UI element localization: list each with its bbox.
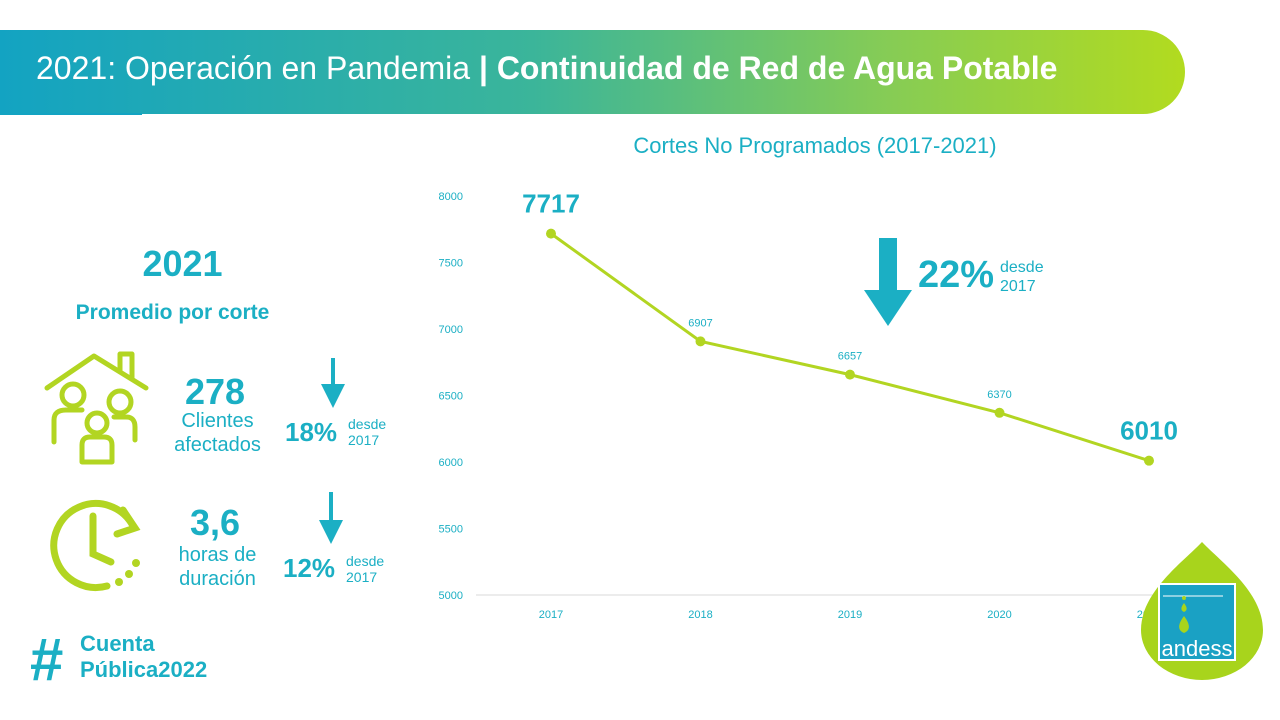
data-point [994, 407, 1005, 418]
clients-since: desde 2017 [348, 416, 386, 448]
family-house-icon [44, 351, 149, 465]
callout-since: desde 2017 [1000, 258, 1044, 296]
data-point [1144, 455, 1154, 466]
chart-title: Cortes No Programados (2017-2021) [633, 133, 997, 158]
clients-since-line1: desde [348, 416, 387, 432]
title-separator: | [478, 50, 488, 86]
clients-since-line2: 2017 [348, 432, 380, 448]
duration-value: 3,6 [189, 502, 241, 543]
page-title: 2021: Operación en Pandemia | Continuida… [36, 50, 1057, 87]
summary-subtitle: Promedio por corte [75, 301, 270, 324]
data-labels: 7717 6907 6657 6370 6010 [522, 189, 1178, 446]
y-tick-label: 6500 [439, 391, 463, 403]
callout-since-line1: desde [1000, 259, 1044, 276]
y-tick-label: 6000 [439, 457, 463, 469]
duration-since: desde 2017 [346, 553, 384, 585]
duration-since-line1: desde [346, 553, 385, 569]
clients-pct: 18% [285, 417, 338, 447]
duration-label-line1: horas de [178, 544, 257, 566]
logo-text: andess [1162, 636, 1233, 661]
clients-label-line2: afectados [174, 434, 261, 456]
title-bold: Continuidad de Red de Agua Potable [496, 50, 1058, 86]
duration-label-line2: duración [179, 568, 256, 590]
y-tick-label: 8000 [439, 191, 463, 203]
clients-down-arrow-icon [321, 358, 345, 408]
big-down-arrow-icon [864, 238, 912, 326]
x-tick-label: 2018 [688, 609, 712, 621]
duration-label: horas de duración [155, 543, 280, 591]
hashtag-text: Cuenta Pública2022 [80, 631, 207, 683]
callout-pct: 22% [918, 254, 995, 296]
y-tick-label: 7000 [439, 324, 463, 336]
data-label: 6010 [1120, 416, 1178, 446]
clients-label-line1: Clientes [181, 410, 254, 432]
y-tick-label: 5500 [439, 524, 463, 536]
hashtag-line1: Cuenta [80, 631, 155, 656]
x-tick-label: 2019 [838, 609, 862, 621]
data-point [546, 228, 556, 239]
y-tick-label: 5000 [439, 590, 463, 602]
data-point [695, 336, 706, 347]
hashtag-symbol: # [30, 626, 64, 693]
summary-year: 2021 [142, 243, 223, 284]
duration-down-arrow-icon [319, 492, 343, 544]
x-tick-label: 2017 [539, 609, 563, 621]
header-underline [0, 113, 142, 115]
y-tick-label: 7500 [439, 258, 463, 270]
clients-label: Clientes afectados [155, 409, 280, 457]
data-label: 6907 [688, 317, 712, 329]
data-label: 7717 [522, 189, 580, 219]
hashtag-line2: Pública2022 [80, 657, 208, 682]
x-axis-ticks: 20172018201920202021 [539, 609, 1161, 621]
data-label: 6370 [987, 389, 1011, 401]
clock-icon [50, 500, 141, 592]
callout-since-line2: 2017 [1000, 278, 1036, 295]
data-points [546, 228, 1154, 466]
data-point [845, 369, 855, 380]
duration-since-line2: 2017 [346, 569, 378, 585]
andess-logo: andess [1141, 542, 1263, 680]
duration-pct: 12% [283, 553, 336, 583]
series-line [550, 232, 1150, 463]
clients-value: 278 [184, 371, 246, 412]
header-banner [0, 30, 1185, 114]
y-axis-ticks: 5000 5500 6000 6500 7000 7500 8000 [439, 191, 463, 602]
title-light: 2021: Operación en Pandemia [36, 50, 471, 86]
x-tick-label: 2020 [987, 609, 1011, 621]
data-label: 6657 [838, 351, 862, 363]
